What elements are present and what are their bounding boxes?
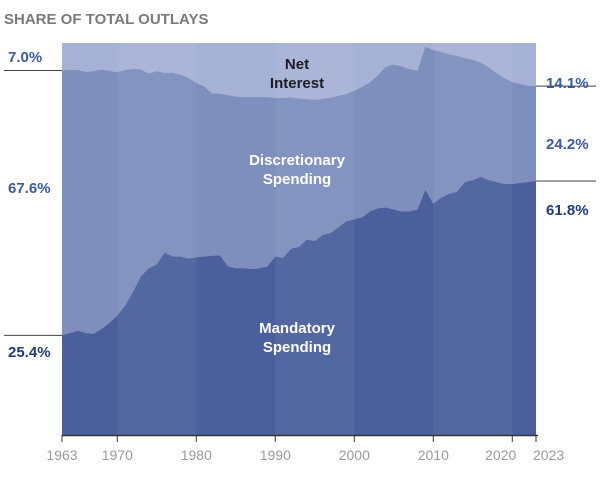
chart-title: SHARE OF TOTAL OUTLAYS [4, 11, 208, 28]
x-tick-label: 2020 [485, 447, 516, 463]
mandatory-spending-area [62, 177, 536, 435]
x-tick-label: 1970 [102, 447, 133, 463]
annotation-leader-lines [4, 69, 596, 336]
mandatory-label-line2: Spending [263, 339, 331, 356]
mandatory-label-line1: Mandatory [259, 320, 336, 337]
decade-stripe [117, 43, 197, 435]
x-tick-label: 1980 [181, 447, 212, 463]
net-interest-label-line2: Interest [270, 75, 324, 92]
decade-stripe [275, 43, 355, 435]
discretionary-label-line2: Spending [263, 171, 331, 188]
start-net-interest-value: 7.0% [8, 49, 42, 66]
x-tick-label: 1990 [260, 447, 291, 463]
x-tick-label: 1963 [46, 447, 77, 463]
x-axis-ticks: 1963 1970 1980 1990 2000 2010 2020 2023 [46, 435, 564, 463]
start-mandatory-value: 25.4% [8, 344, 51, 361]
x-tick-label: 2000 [339, 447, 370, 463]
plot-area [62, 43, 536, 435]
decade-stripe [433, 43, 513, 435]
decade-stripes [117, 43, 513, 435]
x-tick-label: 2010 [418, 447, 449, 463]
end-discretionary-value: 24.2% [546, 136, 589, 153]
discretionary-label-line1: Discretionary [249, 152, 346, 169]
end-net-interest-value: 14.1% [546, 75, 589, 92]
net-interest-label-line1: Net [285, 56, 309, 73]
start-discretionary-value: 67.6% [8, 180, 51, 197]
x-tick-label: 2023 [533, 447, 564, 463]
end-mandatory-value: 61.8% [546, 202, 589, 219]
